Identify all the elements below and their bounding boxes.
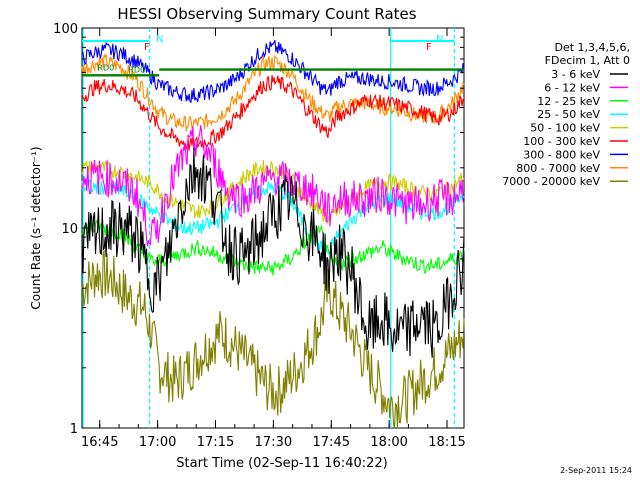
legend-label: 6 - 12 keV [544, 81, 600, 94]
x-axis-label: Start Time (02-Sep-11 16:40:22) [176, 456, 387, 471]
x-tick-label: 17:30 [255, 435, 292, 450]
y-tick-label: 10 [61, 222, 78, 237]
legend-label: 25 - 50 keV [537, 108, 600, 121]
level-line-label: RD0 [128, 65, 145, 74]
series-layer [81, 39, 465, 429]
legend-label: 800 - 7000 keV [516, 162, 600, 175]
series-line [81, 219, 465, 276]
axis-ticks: 16:45 17:00 17:15 17:30 17:45 18:00 18:15 1 10 10… [53, 22, 466, 450]
x-tick-label: 17:15 [197, 435, 234, 450]
marker-n: N [156, 34, 163, 45]
y-axis-label: Count Rate (s⁻¹ detector⁻¹) [29, 146, 43, 309]
footer-timestamp: 2-Sep-2011 15:24 [560, 466, 632, 475]
legend-header-2: FDecim 1, Att 0 [545, 54, 630, 67]
legend-label: 3 - 6 keV [551, 68, 600, 81]
marker-n-2: N [436, 34, 443, 45]
marker-f-2: F [426, 42, 432, 53]
x-tick-label: 18:00 [370, 435, 407, 450]
series-line [81, 249, 465, 429]
series-line [81, 39, 465, 104]
legend-label: 50 - 100 keV [530, 122, 600, 135]
y-tick-label: 1 [70, 422, 78, 437]
y-axis-title: Count Rate (s⁻¹ detector⁻¹) [29, 146, 43, 309]
legend-header-1: Det 1,3,4,5,6, [554, 41, 630, 54]
series-line [81, 159, 465, 226]
legend-label: 7000 - 20000 keV [502, 175, 600, 188]
chart-title: HESSI Observing Summary Count Rates [117, 5, 416, 23]
series-line [81, 75, 465, 151]
legend-label: 12 - 25 keV [537, 95, 600, 108]
x-tick-label: 17:00 [139, 435, 176, 450]
level-line-label: RD0 [97, 64, 114, 73]
x-tick-label: 18:15 [428, 435, 465, 450]
marker-f: F [144, 42, 150, 53]
x-tick-label: 16:45 [81, 435, 118, 450]
x-tick-label: 17:45 [313, 435, 350, 450]
plot-area: RD0 RD0 16:45 17:00 17:15 17:30 17:45 18:00 18:… [53, 22, 466, 450]
legend-label: 100 - 300 keV [523, 135, 600, 148]
level-lines: RD0 RD0 [82, 64, 464, 77]
series-line [81, 148, 465, 358]
legend: Det 1,3,4,5,6, FDecim 1, Att 0 3 - 6 keV… [502, 41, 630, 188]
y-tick-label: 100 [53, 22, 78, 37]
legend-label: 300 - 800 keV [523, 148, 600, 161]
series-line [81, 125, 465, 247]
